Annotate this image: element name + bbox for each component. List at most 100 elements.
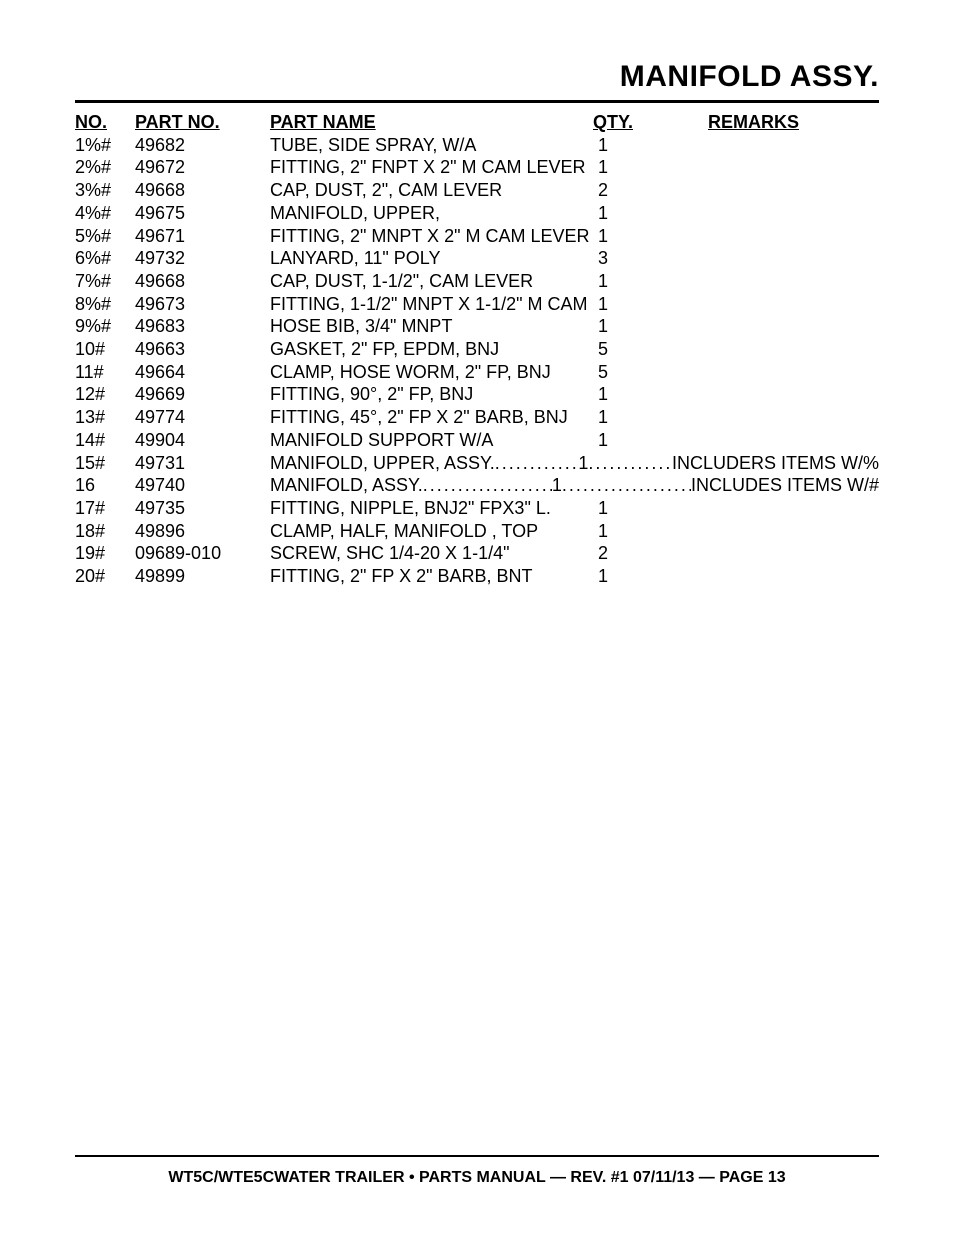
dot-leader <box>423 474 552 497</box>
cell-part-no: 09689-010 <box>135 542 270 565</box>
header-part-no: PART NO. <box>135 111 270 134</box>
cell-part-name: MANIFOLD, UPPER, ASSY. <box>270 452 495 475</box>
cell-part-name: TUBE, SIDE SPRAY, W/A <box>270 134 593 157</box>
table-row: 20#49899FITTING, 2" FP X 2" BARB, BNT1 <box>75 565 879 588</box>
header-remarks: REMARKS <box>653 111 879 134</box>
cell-no: 15# <box>75 452 135 475</box>
cell-qty: 1 <box>593 134 613 157</box>
top-rule <box>75 100 879 103</box>
table-row: 1%#49682TUBE, SIDE SPRAY, W/A1 <box>75 134 879 157</box>
cell-qty: 1 <box>552 474 562 497</box>
cell-qty: 1 <box>593 497 613 520</box>
table-row: 2%#49672FITTING, 2" FNPT X 2" M CAM LEVE… <box>75 156 879 179</box>
cell-no: 17# <box>75 497 135 520</box>
table-row: 19#09689-010SCREW, SHC 1/4-20 X 1-1/4"2 <box>75 542 879 565</box>
table-row: 7%#49668CAP, DUST, 1-1/2", CAM LEVER1 <box>75 270 879 293</box>
header-no: NO. <box>75 111 135 134</box>
cell-no: 13# <box>75 406 135 429</box>
cell-part-no: 49740 <box>135 474 270 497</box>
cell-part-no: 49669 <box>135 383 270 406</box>
cell-no: 12# <box>75 383 135 406</box>
cell-part-name: FITTING, 2" MNPT X 2" M CAM LEVER <box>270 225 593 248</box>
cell-part-name: FITTING, NIPPLE, BNJ2" FPX3" L. <box>270 497 593 520</box>
dot-leader <box>562 474 691 497</box>
cell-part-name: MANIFOLD, ASSY. <box>270 474 423 497</box>
cell-part-name: LANYARD, 11" POLY <box>270 247 593 270</box>
cell-part-no: 49735 <box>135 497 270 520</box>
table-row: 10#49663GASKET, 2" FP, EPDM, BNJ5 <box>75 338 879 361</box>
table-header-row: NO. PART NO. PART NAME QTY. REMARKS <box>75 111 879 134</box>
cell-qty: 1 <box>593 293 613 316</box>
parts-table: NO. PART NO. PART NAME QTY. REMARKS 1%#4… <box>75 111 879 588</box>
dot-leader <box>588 452 672 475</box>
table-row: 6%#49732LANYARD, 11" POLY3 <box>75 247 879 270</box>
table-row: 17#49735FITTING, NIPPLE, BNJ2" FPX3" L.1 <box>75 497 879 520</box>
table-row: 18#49896CLAMP, HALF, MANIFOLD , TOP1 <box>75 520 879 543</box>
table-row: 13#49774FITTING, 45°, 2" FP X 2" BARB, B… <box>75 406 879 429</box>
cell-qty: 1 <box>578 452 588 475</box>
table-row: 4%#49675MANIFOLD, UPPER,1 <box>75 202 879 225</box>
cell-part-no: 49663 <box>135 338 270 361</box>
table-row: 15#49731MANIFOLD, UPPER, ASSY.1INCLUDERS… <box>75 452 879 475</box>
cell-no: 4%# <box>75 202 135 225</box>
page-title: MANIFOLD ASSY. <box>75 60 879 94</box>
cell-part-no: 49682 <box>135 134 270 157</box>
cell-qty: 1 <box>593 315 613 338</box>
cell-no: 11# <box>75 361 135 384</box>
cell-no: 8%# <box>75 293 135 316</box>
cell-qty: 1 <box>593 383 613 406</box>
cell-part-no: 49664 <box>135 361 270 384</box>
cell-remarks: INCLUDES ITEMS W/# <box>691 474 879 497</box>
cell-no: 19# <box>75 542 135 565</box>
page: MANIFOLD ASSY. NO. PART NO. PART NAME QT… <box>0 0 954 1235</box>
table-row: 11#49664CLAMP, HOSE WORM, 2" FP, BNJ5 <box>75 361 879 384</box>
cell-qty: 1 <box>593 156 613 179</box>
table-row: 12#49669FITTING, 90°, 2" FP, BNJ1 <box>75 383 879 406</box>
cell-qty: 1 <box>593 202 613 225</box>
header-part-name: PART NAME <box>270 111 593 134</box>
cell-part-no: 49896 <box>135 520 270 543</box>
cell-qty: 2 <box>593 179 613 202</box>
bottom-rule <box>75 1155 879 1157</box>
cell-part-no: 49671 <box>135 225 270 248</box>
cell-part-name: CLAMP, HALF, MANIFOLD , TOP <box>270 520 593 543</box>
cell-part-name: FITTING, 45°, 2" FP X 2" BARB, BNJ <box>270 406 593 429</box>
table-row: 8%#49673FITTING, 1-1/2" MNPT X 1-1/2" M … <box>75 293 879 316</box>
table-row: 1649740MANIFOLD, ASSY. 1 INCLUDES ITEMS W/… <box>75 474 879 497</box>
cell-qty: 5 <box>593 338 613 361</box>
cell-part-no: 49672 <box>135 156 270 179</box>
cell-part-name: CAP, DUST, 1-1/2", CAM LEVER <box>270 270 593 293</box>
cell-qty: 1 <box>593 225 613 248</box>
cell-part-no: 49675 <box>135 202 270 225</box>
cell-part-no: 49732 <box>135 247 270 270</box>
cell-remarks: INCLUDERS ITEMS W/% <box>672 452 879 475</box>
cell-part-name: MANIFOLD SUPPORT W/A <box>270 429 593 452</box>
cell-part-name: SCREW, SHC 1/4-20 X 1-1/4" <box>270 542 593 565</box>
cell-qty: 2 <box>593 542 613 565</box>
cell-no: 18# <box>75 520 135 543</box>
cell-no: 14# <box>75 429 135 452</box>
cell-no: 3%# <box>75 179 135 202</box>
cell-part-no: 49904 <box>135 429 270 452</box>
cell-part-name: FITTING, 90°, 2" FP, BNJ <box>270 383 593 406</box>
page-footer: WT5C/WTE5CWATER TRAILER • PARTS MANUAL —… <box>0 1169 954 1187</box>
cell-part-name: FITTING, 1-1/2" MNPT X 1-1/2" M CAM <box>270 293 593 316</box>
cell-no: 9%# <box>75 315 135 338</box>
cell-qty: 3 <box>593 247 613 270</box>
cell-no: 10# <box>75 338 135 361</box>
cell-qty: 1 <box>593 270 613 293</box>
cell-part-name: GASKET, 2" FP, EPDM, BNJ <box>270 338 593 361</box>
cell-part-no: 49673 <box>135 293 270 316</box>
cell-qty: 5 <box>593 361 613 384</box>
cell-no: 16 <box>75 474 135 497</box>
cell-part-no: 49668 <box>135 270 270 293</box>
table-row: 3%#49668CAP, DUST, 2", CAM LEVER2 <box>75 179 879 202</box>
header-qty: QTY. <box>593 111 653 134</box>
cell-no: 2%# <box>75 156 135 179</box>
cell-part-name: CAP, DUST, 2", CAM LEVER <box>270 179 593 202</box>
table-row: 5%#49671FITTING, 2" MNPT X 2" M CAM LEVE… <box>75 225 879 248</box>
cell-part-name: MANIFOLD, UPPER, <box>270 202 593 225</box>
table-row: 14#49904MANIFOLD SUPPORT W/A1 <box>75 429 879 452</box>
cell-part-no: 49683 <box>135 315 270 338</box>
cell-no: 1%# <box>75 134 135 157</box>
